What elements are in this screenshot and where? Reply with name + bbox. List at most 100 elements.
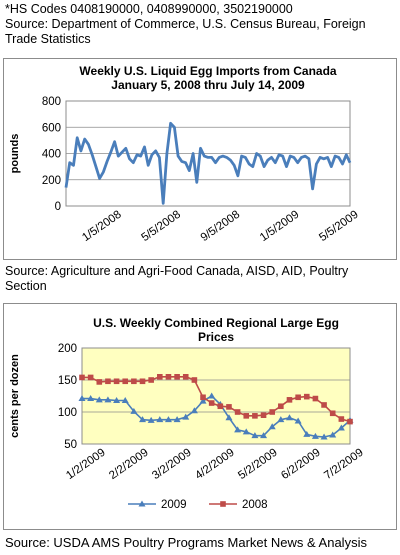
y-tick-label: 200 (42, 175, 61, 187)
data-point-2009 (78, 395, 86, 402)
x-tick-label: 1/2/2009 (64, 447, 108, 483)
data-point-2008 (122, 378, 129, 385)
data-point-2008 (252, 413, 258, 419)
imports-chart: Weekly U.S. Liquid Egg Imports from Cana… (9, 64, 361, 245)
chart-title: Weekly U.S. Liquid Egg Imports from Cana… (79, 64, 336, 78)
data-point-2008 (260, 412, 267, 418)
data-point-2009 (104, 396, 112, 403)
x-tick-label: 3/2/2009 (150, 447, 194, 483)
data-point-2008 (347, 418, 353, 425)
x-tick-label: 9/5/2008 (199, 209, 243, 245)
data-point-2009 (329, 431, 337, 438)
y-tick-label: 50 (64, 439, 77, 451)
data-point-2008 (286, 397, 293, 403)
legend-marker-2008 (220, 501, 226, 507)
x-tick-label: 5/2/2009 (236, 447, 280, 483)
legend-marker-2009 (138, 500, 146, 507)
x-tick-label: 6/2/2009 (279, 447, 323, 483)
data-point-2009 (277, 416, 285, 423)
data-point-2008 (295, 394, 301, 401)
chart-subtitle: Prices (198, 330, 234, 344)
data-point-2008 (217, 403, 224, 410)
data-point-2008 (269, 409, 275, 415)
data-point-2009 (208, 392, 216, 399)
data-point-2008 (234, 409, 241, 415)
data-point-2008 (96, 379, 103, 385)
data-point-2009 (199, 397, 207, 404)
data-point-2008 (226, 404, 232, 410)
data-point-2008 (312, 395, 319, 402)
y-axis-label: pounds (9, 134, 21, 174)
data-point-2009 (130, 407, 138, 414)
egg-prices-chart-panel: U.S. Weekly Combined Regional Large Egg P… (3, 303, 397, 530)
data-point-2009 (260, 432, 268, 439)
census-source-line-1: Source: Department of Commerce, U.S. Cen… (5, 17, 366, 31)
y-tick-label: 100 (58, 407, 77, 419)
legend-label-2009: 2009 (161, 499, 187, 511)
data-point-2009 (285, 414, 293, 421)
census-source-line-2: Trade Statistics (5, 32, 91, 46)
data-point-2008 (278, 403, 284, 410)
usda-source-note: Source: USDA AMS Poultry Programs Market… (5, 535, 367, 550)
x-tick-label: 5/5/2008 (139, 209, 183, 245)
canada-source-line-2: Section (5, 279, 47, 293)
data-point-2008 (157, 374, 163, 380)
x-tick-label: 2/2/2009 (107, 447, 151, 483)
data-point-2008 (303, 393, 310, 400)
chart-title: U.S. Weekly Combined Regional Large Egg (93, 316, 339, 330)
y-tick-label: 150 (58, 375, 77, 387)
data-point-2009 (242, 428, 250, 435)
egg-prices-chart: U.S. Weekly Combined Regional Large EggP… (9, 316, 366, 511)
data-point-2008 (329, 410, 336, 417)
data-point-2009 (139, 416, 147, 423)
data-point-2009 (251, 432, 259, 439)
canada-source-line-1: Source: Agriculture and Agri-Food Canada… (5, 264, 349, 278)
plot-area (81, 347, 351, 445)
data-point-2008 (243, 413, 250, 419)
data-point-2008 (208, 400, 215, 406)
hs-codes-note: *HS Codes 0408190000, 0408990000, 350219… (5, 2, 293, 16)
data-point-2008 (113, 378, 120, 385)
data-point-2009 (164, 416, 172, 423)
data-point-2008 (182, 374, 189, 380)
data-point-2008 (79, 374, 85, 381)
data-point-2009 (294, 417, 302, 424)
x-tick-label: 1/5/2008 (80, 209, 124, 245)
data-point-2009 (156, 416, 164, 423)
data-point-2009 (311, 432, 319, 439)
data-point-2009 (87, 395, 95, 402)
data-point-2009 (147, 416, 155, 423)
data-point-2008 (191, 377, 198, 383)
chart-subtitle: January 5, 2008 thru July 14, 2009 (111, 78, 305, 92)
data-point-2009 (173, 416, 181, 423)
data-point-2008 (148, 377, 154, 383)
data-point-2009 (225, 414, 233, 421)
data-point-2009 (95, 396, 103, 403)
x-tick-label: 4/2/2009 (193, 447, 237, 483)
x-tick-label: 1/5/2009 (258, 209, 302, 245)
y-tick-label: 400 (42, 149, 61, 161)
data-point-2008 (87, 374, 94, 381)
data-point-2009 (234, 426, 242, 433)
data-point-2009 (320, 433, 328, 440)
data-point-2009 (182, 413, 190, 420)
y-tick-label: 600 (42, 122, 61, 134)
y-axis-label: cents per dozen (9, 354, 21, 438)
data-point-2008 (165, 374, 172, 380)
x-tick-label: 5/5/2009 (317, 209, 361, 245)
y-tick-label: 0 (55, 201, 61, 213)
data-point-2009 (113, 396, 121, 403)
data-point-2008 (321, 402, 327, 408)
y-tick-label: 800 (42, 96, 61, 108)
data-point-2008 (338, 416, 345, 422)
data-point-2009 (121, 396, 129, 403)
data-point-2008 (139, 378, 146, 385)
data-point-2008 (200, 394, 206, 401)
y-tick-label: 200 (58, 343, 77, 355)
x-tick-label: 7/2/2009 (322, 447, 366, 483)
data-point-2009 (303, 430, 311, 437)
data-point-2008 (174, 374, 180, 380)
data-point-2009 (337, 424, 345, 431)
data-point-2008 (105, 378, 111, 385)
legend-label-2008: 2008 (242, 499, 268, 511)
